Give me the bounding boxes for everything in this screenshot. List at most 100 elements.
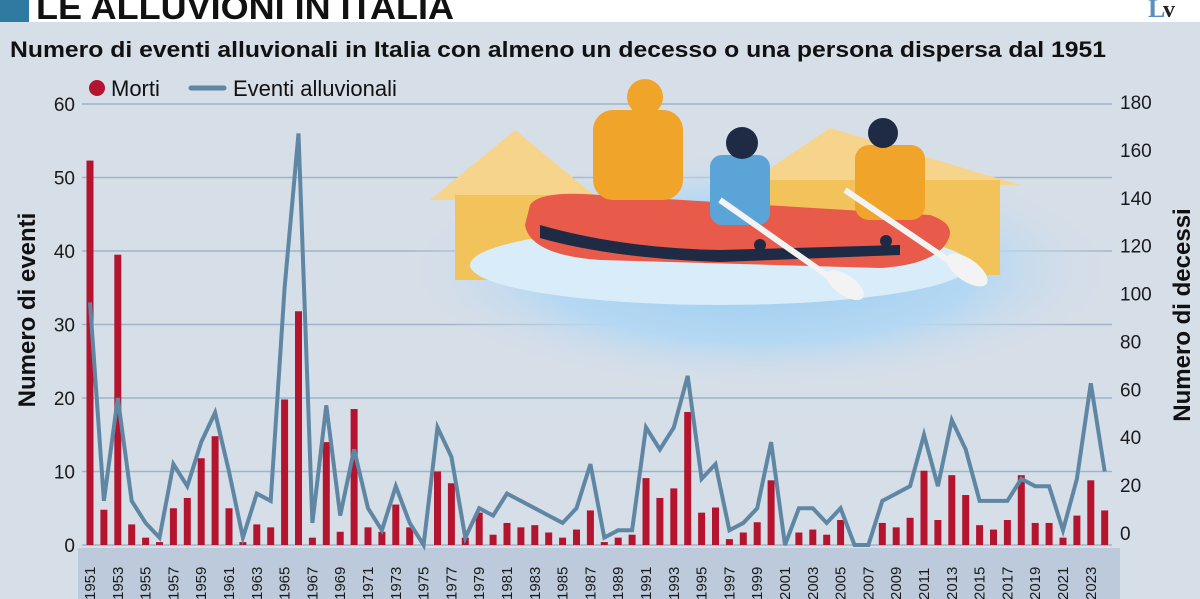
x-tick-label: 1995	[694, 567, 711, 599]
bar-2012	[934, 520, 942, 545]
bar-2014	[962, 495, 970, 545]
bar-1986	[573, 529, 580, 545]
bar-1993	[670, 488, 678, 545]
bar-1987	[586, 510, 594, 545]
y-tick-right: 160	[1120, 141, 1152, 162]
bar-1956	[156, 542, 163, 545]
y-tick-right: 100	[1120, 285, 1152, 306]
x-tick-label: 1979	[471, 567, 488, 599]
x-tick-label: 1977	[443, 567, 460, 599]
bar-1982	[517, 527, 525, 545]
y-tick-right: 140	[1120, 189, 1152, 210]
line-eventi-path	[88, 133, 1107, 551]
x-tick-label: 2009	[888, 567, 905, 599]
bar-1994	[684, 411, 692, 545]
logo: L v	[1148, 0, 1175, 23]
x-tick-label: 1971	[360, 567, 377, 599]
x-tick-label: 1999	[749, 567, 766, 599]
x-tick-label: 1969	[332, 567, 349, 599]
bar-1997	[725, 539, 733, 545]
bar-1979	[475, 512, 483, 545]
bar-1973	[392, 504, 400, 545]
x-tick-label: 2003	[805, 567, 822, 599]
bar-2004	[823, 534, 831, 545]
line-eventi	[88, 133, 1107, 551]
bar-2000	[767, 480, 775, 545]
bar-2016	[990, 529, 997, 545]
y-tick-right: 60	[1120, 380, 1141, 401]
bar-1951	[86, 160, 94, 545]
bar-1952	[100, 509, 108, 545]
y-tick-left: 30	[54, 316, 75, 337]
bar-1985	[559, 537, 567, 545]
x-tick-label: 2019	[1027, 567, 1044, 599]
x-tick-label: 1973	[388, 567, 405, 599]
x-tick-label: 1965	[277, 567, 294, 599]
bar-1983	[531, 525, 539, 545]
bar-1959	[197, 458, 205, 545]
bar-1966	[295, 311, 302, 545]
page-title: LE ALLUVIONI IN ITALIA	[36, 0, 454, 27]
bar-1970	[350, 409, 358, 545]
bar-2017	[1003, 520, 1011, 545]
bar-1977	[447, 483, 455, 545]
svg-text:v: v	[1163, 0, 1175, 23]
chart-subtitle: Numero di eventi alluvionali in Italia c…	[10, 37, 1106, 62]
bar-2022	[1073, 515, 1081, 545]
x-tick-label: 2021	[1055, 567, 1072, 599]
x-tick-label: 1951	[82, 567, 99, 599]
y-axis-left-title: Numero di eventi	[14, 213, 41, 408]
x-tick-label: 1959	[193, 567, 210, 599]
x-tick-label: 1961	[221, 567, 238, 599]
bar-1957	[169, 508, 177, 545]
x-axis-strip	[78, 548, 1120, 599]
bar-2020	[1045, 522, 1053, 545]
bar-2013	[948, 475, 956, 545]
legend-morti-swatch	[89, 80, 105, 96]
y-tick-left: 50	[54, 169, 75, 190]
x-tick-label: 1963	[249, 567, 266, 599]
y-axis-right: 0 20 40 60 80 100 120 140 160 180	[1120, 93, 1152, 545]
bar-1963	[253, 524, 261, 545]
x-tick-label: 1997	[721, 567, 738, 599]
bar-1969	[336, 531, 344, 545]
bar-1954	[128, 524, 136, 545]
legend-eventi-label: Eventi alluvionali	[233, 76, 397, 101]
bar-1991	[642, 478, 650, 545]
bar-1960	[211, 436, 219, 545]
y-tick-right: 0	[1120, 524, 1131, 545]
y-tick-left: 10	[54, 463, 75, 484]
x-tick-label: 1975	[416, 567, 433, 599]
legend-morti-label: Morti	[111, 76, 160, 101]
bar-2024	[1101, 510, 1109, 545]
x-tick-label: 1993	[666, 567, 683, 599]
bar-2003	[809, 529, 817, 545]
x-tick-label: 2011	[916, 568, 933, 599]
bar-1988	[600, 542, 608, 545]
bar-1989	[614, 537, 622, 545]
bar-1976	[434, 471, 441, 545]
bar-2019	[1031, 522, 1039, 545]
x-tick-label: 1991	[638, 567, 655, 599]
y-axis-left: 0 10 20 30 40 50 60	[54, 95, 75, 557]
bar-1965	[281, 399, 289, 545]
bar-2011	[920, 470, 928, 545]
bar-1974	[406, 527, 414, 545]
y-axis-right-title: Numero di decessi	[1169, 208, 1196, 421]
y-tick-right: 20	[1120, 476, 1141, 497]
x-tick-label: 1985	[555, 567, 572, 599]
bar-1958	[183, 497, 191, 545]
bar-1992	[656, 497, 664, 545]
bar-1996	[712, 507, 719, 545]
bar-2023	[1087, 480, 1095, 545]
bar-2021	[1059, 537, 1067, 545]
x-tick-label: 1953	[110, 567, 127, 599]
bar-2008	[878, 522, 886, 545]
x-tick-label: 2023	[1083, 567, 1100, 599]
x-tick-label: 1957	[165, 567, 182, 599]
x-tick-label: 2013	[944, 567, 961, 599]
y-tick-left: 0	[64, 536, 75, 557]
y-tick-right: 40	[1120, 428, 1141, 449]
bar-1995	[698, 512, 706, 545]
